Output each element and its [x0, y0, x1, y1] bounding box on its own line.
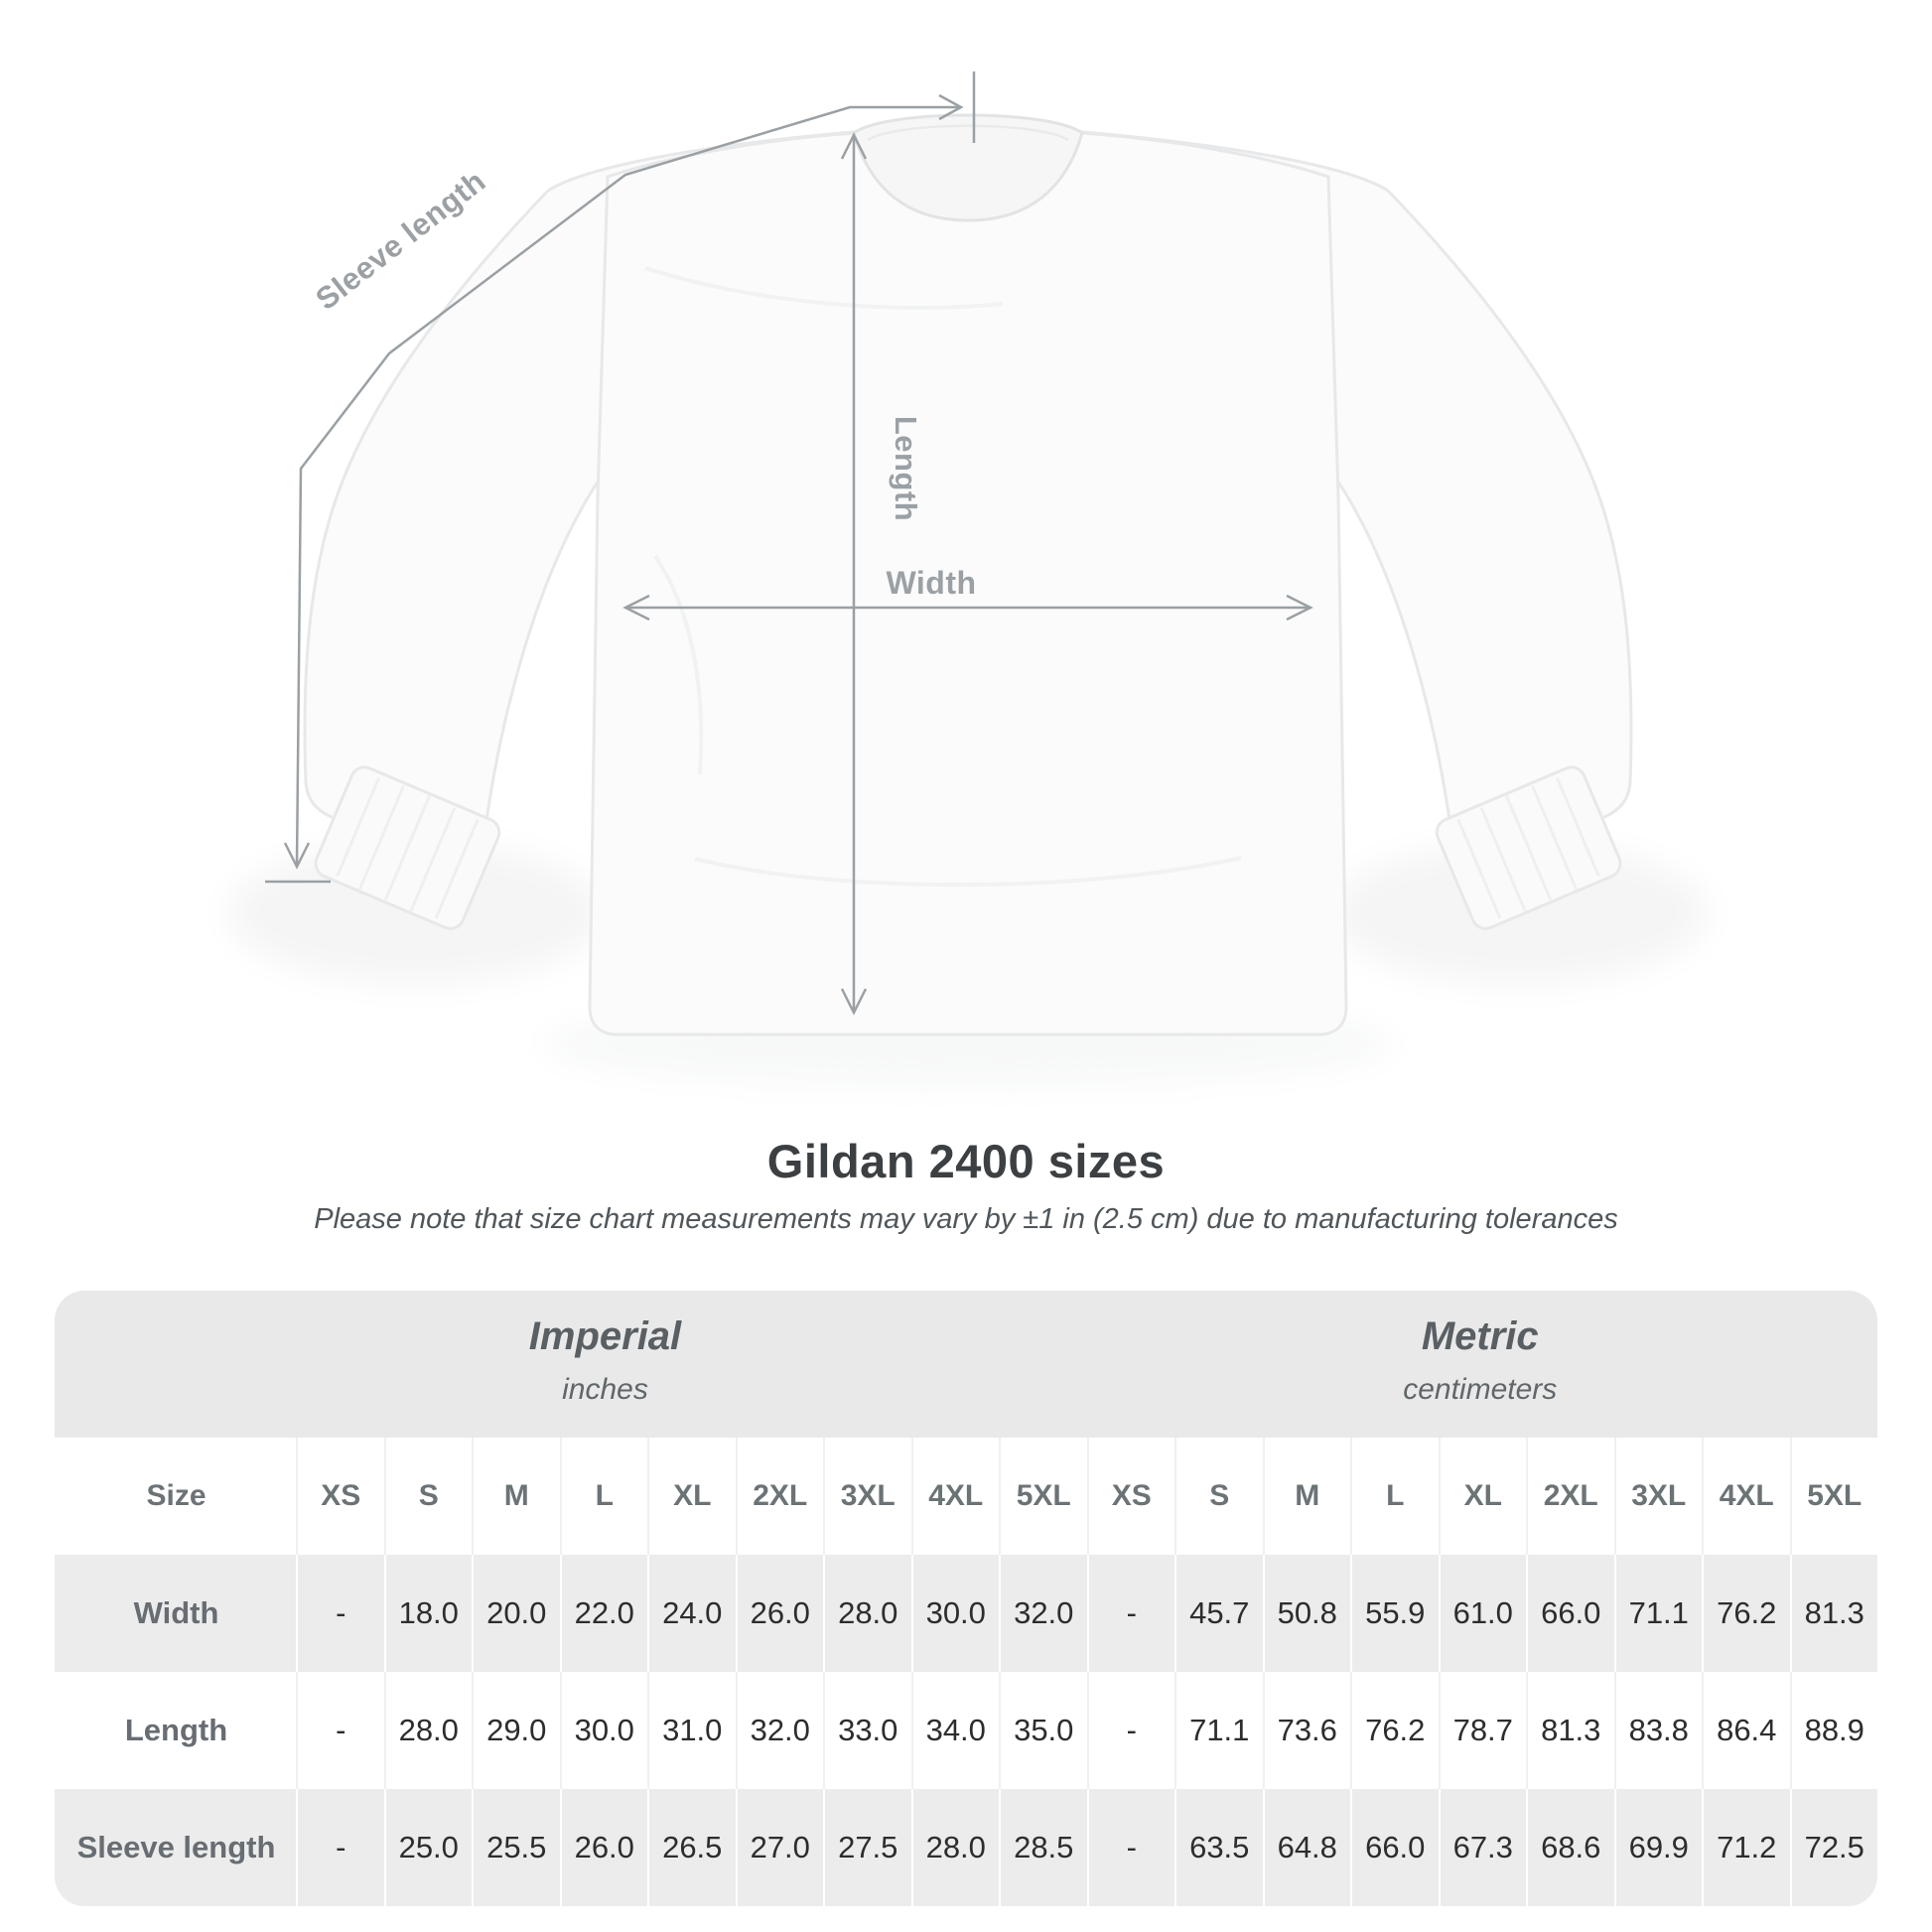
table-cell-metric: 55.9 [1350, 1555, 1439, 1672]
col-header-imperial: XL [647, 1438, 736, 1555]
table-cell-metric: 81.3 [1526, 1672, 1614, 1789]
col-header-imperial: 4XL [910, 1438, 999, 1555]
table-cell-metric: 50.8 [1262, 1555, 1350, 1672]
table-cell-metric: 71.1 [1613, 1555, 1702, 1672]
size-col-header: Size [55, 1438, 296, 1555]
imperial-unit: inches [562, 1373, 648, 1406]
table-cell-imperial: 25.5 [472, 1789, 560, 1906]
table-cell-metric: 61.0 [1438, 1555, 1526, 1672]
row-label: Sleeve length [55, 1789, 296, 1906]
table-cell-imperial: 24.0 [647, 1555, 736, 1672]
table-cell-imperial: - [296, 1789, 384, 1906]
table-cell-imperial: 28.0 [910, 1789, 999, 1906]
shirt-measurement-diagram: Sleeve length Length Width [228, 71, 1708, 1086]
table-cell-imperial: 26.5 [647, 1789, 736, 1906]
row-label: Width [55, 1555, 296, 1672]
col-header-metric: 4XL [1702, 1438, 1790, 1555]
length-label: Length [889, 416, 923, 521]
shirt-left-cuff [314, 765, 501, 930]
size-table: Imperial inches Metric centimeters Size X… [55, 1291, 1877, 1906]
table-cell-imperial: 35.0 [999, 1672, 1087, 1789]
col-header-metric: 2XL [1526, 1438, 1614, 1555]
row-label: Length [55, 1672, 296, 1789]
imperial-title: Imperial [528, 1314, 682, 1358]
col-header-imperial: 5XL [999, 1438, 1087, 1555]
col-header-imperial: L [559, 1438, 647, 1555]
page-title: Gildan 2400 sizes [766, 1135, 1166, 1187]
table-cell-metric: 76.2 [1350, 1672, 1439, 1789]
table-cell-metric: - [1086, 1672, 1174, 1789]
table-cell-metric: 68.6 [1526, 1789, 1614, 1906]
table-cell-imperial: 26.0 [559, 1789, 647, 1906]
table-cell-metric: 76.2 [1702, 1555, 1790, 1672]
table-cell-metric: 73.6 [1262, 1672, 1350, 1789]
col-header-imperial: S [383, 1438, 472, 1555]
table-cell-metric: 66.0 [1526, 1555, 1614, 1672]
table-cell-imperial: 25.0 [383, 1789, 472, 1906]
table-cell-imperial: 27.5 [823, 1789, 911, 1906]
table-cell-metric: 78.7 [1438, 1672, 1526, 1789]
table-cell-metric: - [1086, 1555, 1174, 1672]
metric-title: Metric [1421, 1314, 1539, 1358]
table-cell-metric: 69.9 [1613, 1789, 1702, 1906]
col-header-metric: 5XL [1789, 1438, 1877, 1555]
table-cell-imperial: 32.0 [999, 1555, 1087, 1672]
table-cell-metric: 83.8 [1613, 1672, 1702, 1789]
table-cell-metric: 66.0 [1350, 1789, 1439, 1906]
shirt-right-cuff [1435, 765, 1622, 930]
shirt-collar-seam [867, 124, 1069, 142]
col-header-metric: XL [1438, 1438, 1526, 1555]
table-cell-metric: 67.3 [1438, 1789, 1526, 1906]
table-cell-imperial: - [296, 1555, 384, 1672]
metric-header: Metric centimeters [1403, 1314, 1557, 1407]
size-grid: Size XS S M L XL 2XL 3XL 4XL 5XL XS S M L XL 2XL 3XL 4XL 5… [55, 1438, 1877, 1906]
table-cell-imperial: 34.0 [910, 1672, 999, 1789]
col-header-imperial: XS [296, 1438, 384, 1555]
col-header-metric: 3XL [1613, 1438, 1702, 1555]
table-cell-imperial: 31.0 [647, 1672, 736, 1789]
table-cell-imperial: 33.0 [823, 1672, 911, 1789]
table-cell-imperial: 32.0 [735, 1672, 823, 1789]
units-header-band: Imperial inches Metric centimeters [55, 1291, 1877, 1438]
table-cell-metric: - [1086, 1789, 1174, 1906]
width-measure: Width [622, 565, 1313, 621]
table-cell-imperial: 28.5 [999, 1789, 1087, 1906]
table-cell-imperial: 30.0 [559, 1672, 647, 1789]
table-cell-metric: 81.3 [1789, 1555, 1877, 1672]
table-cell-metric: 72.5 [1789, 1789, 1877, 1906]
col-header-imperial: 3XL [823, 1438, 911, 1555]
table-cell-metric: 88.9 [1789, 1672, 1877, 1789]
table-cell-imperial: 30.0 [910, 1555, 999, 1672]
table-cell-metric: 63.5 [1174, 1789, 1263, 1906]
table-cell-imperial: 20.0 [472, 1555, 560, 1672]
length-measure: Length [840, 132, 923, 1016]
table-cell-imperial: - [296, 1672, 384, 1789]
table-cell-imperial: 28.0 [823, 1555, 911, 1672]
table-cell-metric: 71.1 [1174, 1672, 1263, 1789]
table-cell-imperial: 26.0 [735, 1555, 823, 1672]
metric-unit: centimeters [1403, 1373, 1558, 1406]
tolerance-note: Please note that size chart measurements… [314, 1203, 1618, 1235]
col-header-metric: M [1262, 1438, 1350, 1555]
table-cell-metric: 64.8 [1262, 1789, 1350, 1906]
col-header-imperial: 2XL [735, 1438, 823, 1555]
col-header-metric: XS [1086, 1438, 1174, 1555]
table-cell-metric: 45.7 [1174, 1555, 1263, 1672]
table-cell-imperial: 27.0 [735, 1789, 823, 1906]
width-label: Width [886, 565, 976, 601]
col-header-imperial: M [472, 1438, 560, 1555]
table-cell-imperial: 29.0 [472, 1672, 560, 1789]
table-cell-imperial: 28.0 [383, 1672, 472, 1789]
col-header-metric: S [1174, 1438, 1263, 1555]
table-cell-imperial: 18.0 [383, 1555, 472, 1672]
shirt-fold-lines [644, 266, 1242, 888]
table-cell-metric: 71.2 [1702, 1789, 1790, 1906]
table-cell-imperial: 22.0 [559, 1555, 647, 1672]
shirt-collar [852, 113, 1084, 222]
table-cell-metric: 86.4 [1702, 1672, 1790, 1789]
imperial-header: Imperial inches [529, 1314, 681, 1407]
col-header-metric: L [1350, 1438, 1439, 1555]
